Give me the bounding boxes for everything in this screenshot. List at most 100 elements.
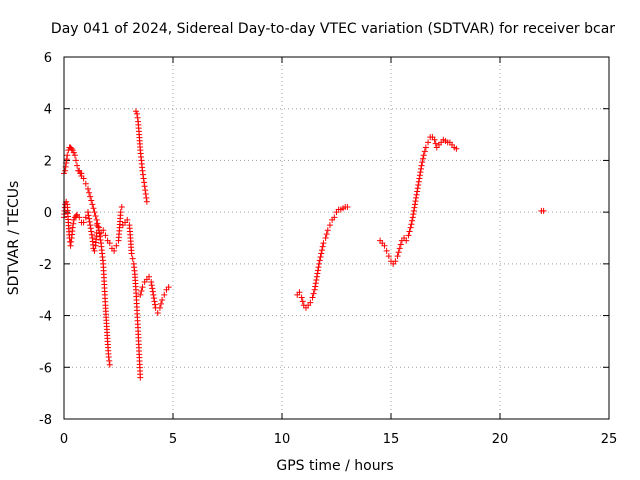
data-point <box>407 224 414 231</box>
data-point <box>72 157 79 164</box>
series-seg7 <box>137 273 172 316</box>
series-seg3 <box>61 198 100 254</box>
x-tick-label: 20 <box>492 432 509 447</box>
data-point <box>317 253 324 260</box>
data-point <box>63 156 70 163</box>
data-point <box>324 227 331 234</box>
data-point <box>92 213 99 220</box>
data-point <box>151 298 158 305</box>
data-point <box>149 285 156 292</box>
data-point <box>90 205 97 212</box>
data-point <box>410 211 417 218</box>
data-point <box>70 216 77 223</box>
data-point <box>422 144 429 151</box>
data-point <box>405 232 412 239</box>
data-point <box>85 212 92 219</box>
data-point <box>76 214 83 221</box>
data-point <box>87 193 94 200</box>
series-seg5 <box>119 216 144 381</box>
y-tick-label: -6 <box>39 361 52 376</box>
data-point <box>84 209 91 216</box>
data-point <box>415 181 422 188</box>
data-point <box>425 139 432 146</box>
x-tick-label: 15 <box>383 432 400 447</box>
data-point <box>394 253 401 260</box>
series-seg10 <box>538 207 547 214</box>
data-point <box>62 167 69 174</box>
data-point <box>100 227 107 234</box>
data-point <box>150 291 157 298</box>
data-point <box>316 257 323 264</box>
data-point <box>159 297 166 304</box>
data-point <box>82 180 89 187</box>
data-point <box>310 290 317 297</box>
y-tick-label: 0 <box>44 206 52 221</box>
data-point <box>69 147 76 154</box>
data-point <box>309 294 316 301</box>
data-point <box>417 169 424 176</box>
x-tick-label: 5 <box>169 432 177 447</box>
data-point <box>64 152 71 159</box>
data-point <box>96 233 103 240</box>
data-point <box>299 298 306 305</box>
data-point <box>156 304 163 311</box>
data-point <box>416 175 423 182</box>
data-point <box>420 152 427 159</box>
data-point <box>143 198 150 205</box>
data-point <box>106 357 113 364</box>
data-point <box>397 241 404 248</box>
y-tick-label: -2 <box>39 258 52 273</box>
data-point <box>383 247 390 254</box>
y-tick-label: -8 <box>39 413 52 428</box>
data-point <box>165 284 172 291</box>
data-point <box>118 203 125 210</box>
data-point <box>315 264 322 271</box>
data-point <box>421 148 428 155</box>
data-point <box>411 201 418 208</box>
data-point <box>318 247 325 254</box>
data-point <box>69 224 76 231</box>
data-point <box>417 165 424 172</box>
series-seg2 <box>78 172 113 368</box>
chart-title: Day 041 of 2024, Sidereal Day-to-day VTE… <box>51 21 615 37</box>
data-point <box>413 191 420 198</box>
x-tick-label: 25 <box>601 432 618 447</box>
series-seg8 <box>294 203 351 311</box>
data-point <box>453 145 460 152</box>
data-point <box>314 270 321 277</box>
data-point <box>296 289 303 296</box>
data-point <box>322 235 329 241</box>
axis-ticks: 0 5 10 15 20 25 -8 -6 -4 -2 0 2 4 6 <box>39 51 617 447</box>
data-point <box>137 374 144 381</box>
data-point <box>87 222 94 229</box>
data-point <box>106 361 113 368</box>
data-point <box>93 216 100 223</box>
data-point <box>105 353 112 360</box>
y-tick-label: -4 <box>39 310 52 325</box>
data-point <box>416 172 423 179</box>
data-point <box>419 155 426 162</box>
data-point <box>414 188 421 195</box>
data-point <box>149 288 156 295</box>
data-point <box>418 162 425 169</box>
data-point <box>313 273 320 280</box>
data-point <box>161 291 168 298</box>
grid-lines <box>64 57 609 419</box>
data-point <box>311 286 318 293</box>
data-point <box>91 209 98 216</box>
data-point <box>140 175 147 182</box>
data-points <box>61 108 547 381</box>
data-point <box>68 238 75 245</box>
data-point <box>128 250 135 257</box>
data-point <box>142 187 149 194</box>
data-point <box>80 175 87 182</box>
data-point <box>86 218 93 225</box>
data-point <box>409 217 416 224</box>
data-point <box>344 203 351 210</box>
data-point <box>326 222 333 229</box>
data-point <box>142 191 149 198</box>
data-point <box>86 215 93 222</box>
data-point <box>406 228 413 235</box>
data-point <box>87 225 94 232</box>
data-point <box>97 236 104 243</box>
